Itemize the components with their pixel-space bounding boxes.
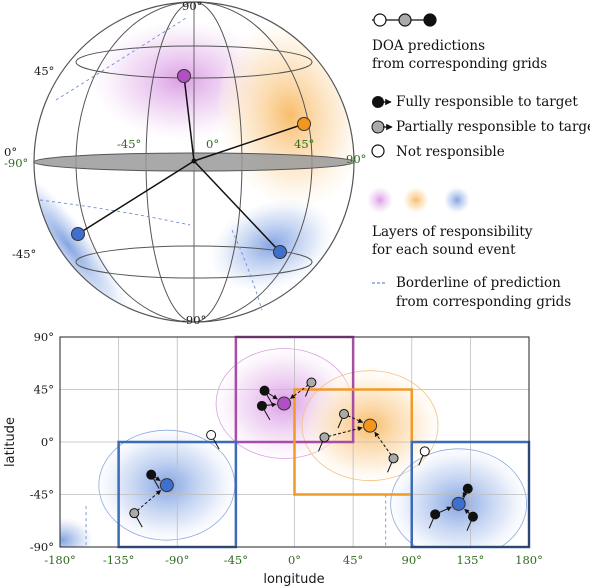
globe-label-m90: -90° bbox=[182, 313, 206, 327]
legend: DOA predictions from corresponding grids… bbox=[367, 13, 590, 310]
prediction-partial-4 bbox=[319, 432, 330, 443]
legend-border-2: from corresponding grids bbox=[396, 294, 571, 310]
plot-points bbox=[129, 377, 478, 522]
globe-label-0: 0° bbox=[4, 145, 17, 159]
prediction-not-9 bbox=[419, 446, 430, 457]
x-axis-label: longitude bbox=[263, 572, 324, 587]
legend-layers-2: for each sound event bbox=[372, 242, 516, 258]
globe-label-m45: -45° bbox=[12, 247, 36, 261]
legend-layers-1: Layers of responsibility bbox=[372, 224, 533, 240]
prediction-partial-2 bbox=[306, 377, 317, 388]
arrow-12 bbox=[464, 508, 471, 515]
globe-lat-m45 bbox=[75, 245, 313, 279]
y-tick-label: 0° bbox=[41, 435, 54, 449]
arrow-11 bbox=[438, 506, 452, 514]
prediction-full-1 bbox=[256, 400, 267, 411]
arrow-2 bbox=[290, 384, 309, 400]
arrow-1 bbox=[265, 402, 277, 408]
globe-label-lon-45: 45° bbox=[294, 137, 314, 151]
x-tick-label: 90° bbox=[402, 553, 422, 567]
globe-vectors bbox=[77, 75, 305, 253]
prediction-full-12 bbox=[467, 511, 478, 522]
plot-frame bbox=[59, 336, 530, 548]
prediction-not-8 bbox=[206, 430, 217, 440]
prediction-full-0 bbox=[259, 385, 270, 396]
legend-fully-dot bbox=[372, 96, 384, 108]
legend-partial-label: Partially responsible to target bbox=[396, 119, 590, 135]
globe-target-blue-left bbox=[71, 227, 85, 241]
globe-label-45: 45° bbox=[34, 64, 54, 78]
globe-origin bbox=[191, 158, 197, 164]
target-blue-2 bbox=[159, 478, 174, 493]
y-tick-label: -90° bbox=[30, 540, 54, 554]
globe-borderlines bbox=[39, 17, 263, 311]
prediction-full-10 bbox=[462, 483, 473, 494]
legend-layer-purple bbox=[367, 187, 393, 213]
legend-doa-full-dot bbox=[423, 13, 437, 27]
legend-layer-blue bbox=[444, 187, 470, 213]
legend-not-dot bbox=[371, 144, 385, 158]
y-axis-label: latitude bbox=[3, 417, 18, 467]
prediction-partial-3 bbox=[339, 409, 350, 419]
target-blue-3 bbox=[451, 496, 466, 511]
prediction-partial-5 bbox=[388, 453, 399, 464]
y-tick-labels: 90° 45° 0° -45° -90° bbox=[30, 330, 54, 554]
plot: -180° -135° -90° -45° 0° 45° 90° 135° 180° 90° 45… bbox=[3, 330, 543, 587]
legend-doa-title-2: from corresponding grids bbox=[372, 56, 547, 72]
x-tick-label: 0° bbox=[288, 553, 301, 567]
x-tick-label: 135° bbox=[457, 553, 485, 567]
x-tick-labels: -180° -135° -90° -45° 0° 45° 90° 135° 180° bbox=[44, 553, 543, 567]
y-tick-label: -45° bbox=[30, 488, 54, 502]
region-blue-corner bbox=[60, 518, 93, 547]
legend-border-1: Borderline of prediction bbox=[396, 275, 561, 291]
legend-not-label: Not responsible bbox=[396, 144, 505, 160]
legend-doa-partial-dot bbox=[398, 13, 412, 27]
globe-label-90: 90° bbox=[182, 0, 202, 13]
arrow-6 bbox=[154, 476, 161, 482]
globe-label-lon-0: 0° bbox=[206, 137, 219, 151]
globe: 90° 45° 0° -90° -45° 0° 45° 90° -45° -90… bbox=[4, 0, 366, 327]
globe-blue-region-left bbox=[34, 168, 130, 322]
globe-target-blue-right bbox=[273, 245, 287, 259]
globe-target-purple bbox=[177, 69, 191, 83]
legend-doa-not-dot bbox=[373, 13, 387, 27]
globe-target-orange bbox=[297, 117, 311, 131]
arrow-0 bbox=[267, 392, 278, 400]
arrow-7 bbox=[136, 490, 162, 511]
globe-label-lon-90: 90° bbox=[346, 152, 366, 166]
globe-blue-region-right bbox=[211, 200, 333, 290]
globe-label-lon-m45: -45° bbox=[117, 137, 141, 151]
x-tick-label: -90° bbox=[165, 553, 189, 567]
arrow-3 bbox=[347, 415, 364, 423]
prediction-full-6 bbox=[146, 469, 157, 480]
x-tick-label: -180° bbox=[44, 553, 76, 567]
prediction-partial-7 bbox=[129, 508, 140, 519]
legend-fully-label: Fully responsible to target bbox=[396, 94, 578, 110]
target-orange-1 bbox=[363, 418, 378, 433]
legend-partial-dot bbox=[371, 120, 385, 134]
y-tick-label: 45° bbox=[34, 383, 54, 397]
plot-regions bbox=[60, 348, 528, 547]
x-tick-label: 180° bbox=[515, 553, 543, 567]
prediction-full-11 bbox=[430, 509, 441, 520]
x-tick-label: -45° bbox=[224, 553, 248, 567]
arrow-4 bbox=[328, 426, 363, 437]
y-tick-label: 90° bbox=[34, 330, 54, 344]
globe-label-lon-m90: -90° bbox=[4, 156, 28, 170]
legend-doa-title-1: DOA predictions bbox=[372, 38, 485, 54]
globe-lat-45 bbox=[75, 45, 313, 79]
globe-regions bbox=[34, 22, 354, 322]
legend-layer-orange bbox=[403, 187, 429, 213]
x-tick-label: 45° bbox=[343, 553, 363, 567]
target-purple-0 bbox=[277, 396, 292, 411]
x-tick-label: -135° bbox=[103, 553, 135, 567]
